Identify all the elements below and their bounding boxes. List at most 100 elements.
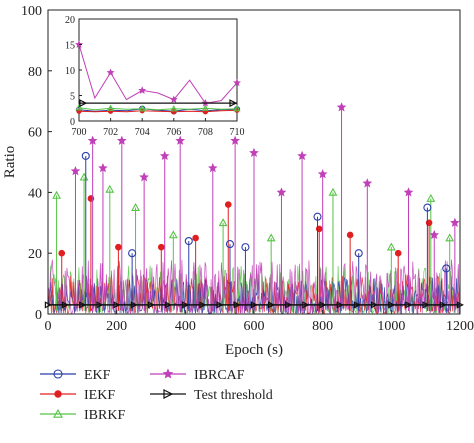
test-threshold-marker bbox=[388, 301, 396, 309]
inset-ibrkf-marker bbox=[170, 105, 178, 112]
test-threshold-marker bbox=[130, 301, 138, 309]
ibrcaf-marker-6 bbox=[175, 135, 186, 145]
ibrcaf-marker-0 bbox=[70, 166, 81, 176]
ibrkf-marker-2 bbox=[105, 184, 115, 193]
test-threshold-marker bbox=[147, 301, 155, 309]
inset-ibrkf-marker bbox=[138, 105, 146, 112]
x-tick-label: 1200 bbox=[446, 319, 474, 334]
legend-label-ekf: EKF bbox=[84, 368, 111, 383]
inset-ibrcaf-marker bbox=[138, 86, 147, 94]
test-threshold-marker bbox=[96, 301, 104, 309]
ibrkf-marker-3 bbox=[131, 202, 140, 211]
ekf-marker-5 bbox=[313, 212, 322, 221]
legend-label-test-threshold: Test threshold bbox=[194, 388, 273, 403]
ibrcaf-marker-4 bbox=[139, 172, 149, 182]
y-tick-label: 40 bbox=[28, 186, 42, 201]
test-threshold-marker bbox=[353, 301, 361, 309]
ibrcaf-marker-13 bbox=[336, 102, 347, 112]
inset-ibrkf-marker bbox=[233, 105, 241, 112]
inset-axes-box bbox=[78, 18, 238, 122]
inset-y-tick-label: 0 bbox=[70, 117, 75, 128]
test-threshold-marker bbox=[250, 301, 258, 309]
ibrcaf-marker-1 bbox=[87, 135, 98, 145]
inset-ibrkf-marker bbox=[75, 104, 83, 111]
inset-iekf-line bbox=[78, 109, 238, 113]
ibrcaf-marker-10 bbox=[276, 187, 287, 197]
legend-label-ibrkf: IBRKF bbox=[84, 408, 125, 423]
test-threshold-marker bbox=[216, 301, 224, 309]
test-threshold-marker bbox=[79, 301, 87, 309]
test-threshold-marker bbox=[61, 301, 70, 309]
inset-ibrcaf-marker bbox=[169, 95, 178, 103]
inset-x-tick-label: 702 bbox=[103, 127, 118, 138]
ibrkf-marker-8 bbox=[386, 242, 396, 251]
legend-marker-ibrcaf bbox=[162, 368, 174, 379]
inset-ibrcaf-marker bbox=[233, 78, 241, 87]
x-tick-label: 0 bbox=[45, 319, 52, 334]
ibrcaf-marker-9 bbox=[249, 147, 259, 158]
inset-y-tick-label: 5 bbox=[70, 92, 75, 103]
y-tick-label: 0 bbox=[35, 308, 42, 323]
ibrcaf-marker-12 bbox=[317, 169, 328, 179]
inset-ibrkf-marker bbox=[107, 104, 115, 111]
legend-marker-ekf bbox=[53, 369, 63, 379]
y-tick-label: 20 bbox=[28, 247, 42, 262]
ibrcaf-marker-16 bbox=[429, 229, 440, 240]
ekf-marker-8 bbox=[442, 264, 451, 273]
ibrkf-marker-7 bbox=[328, 187, 338, 196]
y-tick-label: 100 bbox=[21, 4, 42, 19]
ibrkf-marker-0 bbox=[52, 190, 62, 199]
inset-plot: 700 702 704 706 708 710 0 5 10 15 20 bbox=[65, 15, 245, 138]
test-threshold-marker bbox=[439, 301, 447, 309]
test-threshold-marker bbox=[113, 301, 121, 309]
x-axis-label: Epoch (s) bbox=[225, 342, 283, 358]
y-tick-label: 80 bbox=[28, 65, 42, 80]
test-threshold-marker bbox=[336, 301, 344, 309]
ekf-marker-6 bbox=[354, 249, 363, 258]
inset-x-tick-label: 704 bbox=[135, 127, 150, 138]
ibrkf-marker-9 bbox=[426, 193, 436, 202]
inset-test-threshold-marker bbox=[229, 99, 238, 108]
y-axis-label: Ratio bbox=[2, 146, 18, 179]
test-threshold-marker bbox=[302, 301, 310, 309]
x-tick-label: 200 bbox=[106, 319, 127, 334]
test-threshold-marker bbox=[285, 301, 293, 309]
ibrkf-marker-4 bbox=[168, 230, 178, 239]
test-threshold-marker bbox=[182, 301, 190, 309]
test-threshold-marker bbox=[199, 301, 207, 309]
ekf-marker-3 bbox=[225, 240, 235, 249]
legend-marker-ibrkf bbox=[53, 408, 63, 418]
ekf-marker-4 bbox=[241, 243, 250, 252]
test-threshold-marker bbox=[233, 301, 241, 309]
x-tick-label: 600 bbox=[244, 319, 265, 334]
iekf-marker-8 bbox=[394, 249, 402, 257]
inset-ibrcaf-line bbox=[78, 44, 238, 104]
legend-label-iekf: IEKF bbox=[84, 388, 115, 403]
inset-ibrcaf-marker bbox=[106, 68, 115, 76]
inset-ibrkf-marker bbox=[201, 104, 209, 111]
ekf-marker-2 bbox=[184, 236, 193, 246]
inset-y-tick-label: 15 bbox=[65, 41, 75, 52]
iekf-marker-5 bbox=[224, 201, 232, 208]
x-tick-label: 400 bbox=[175, 319, 196, 334]
ibrkf-marker-5 bbox=[218, 218, 228, 227]
x-tick-label: 1000 bbox=[377, 319, 405, 334]
iekf-marker-3 bbox=[158, 243, 165, 251]
legend-marker-iekf bbox=[54, 390, 62, 398]
test-threshold-marker bbox=[164, 301, 173, 309]
inset-x-tick-label: 700 bbox=[72, 127, 87, 138]
ekf-marker-1 bbox=[128, 249, 137, 258]
inset-ibrkf-line bbox=[78, 107, 238, 111]
ibrcaf-marker-5 bbox=[159, 150, 170, 161]
ibrcaf-marker-11 bbox=[297, 150, 307, 161]
ekf-marker-7 bbox=[423, 203, 432, 212]
inset-y-tick-label: 10 bbox=[65, 66, 75, 77]
ibrcaf-marker-15 bbox=[403, 187, 414, 197]
ibrcaf-marker-7 bbox=[207, 163, 218, 173]
y-tick-label: 60 bbox=[28, 126, 42, 141]
test-threshold-marker bbox=[319, 301, 327, 309]
x-tick-label: 800 bbox=[312, 319, 333, 334]
ibrcaf-marker-14 bbox=[362, 178, 373, 188]
